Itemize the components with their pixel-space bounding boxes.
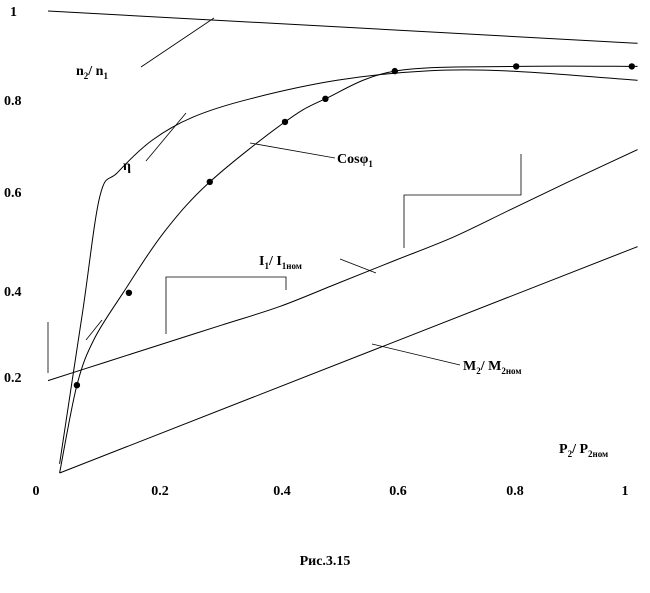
cos-data-point: [513, 63, 520, 70]
curve-torque: [59, 246, 638, 474]
curve-cos-phi: [59, 65, 638, 474]
curve-n-ratio: [47, 10, 638, 44]
label-current: I1/ I1ном: [259, 254, 302, 271]
x-tick-label: 0.2: [151, 484, 169, 499]
y-tick-label: 0.8: [4, 94, 22, 109]
cos-data-point: [281, 118, 289, 126]
label-torque: M2/ M2ном: [463, 359, 521, 376]
label-n-ratio: n2/ n1: [76, 64, 108, 81]
leader-line-torque: [371, 343, 461, 366]
bracket-right: [403, 154, 522, 248]
cos-data-point: [628, 63, 635, 70]
curves: [47, 10, 638, 474]
leader-line-eta: [145, 112, 187, 162]
y-tick-label: 0.6: [4, 186, 22, 201]
y-tick-label: 1: [10, 5, 17, 20]
x-tick-label: 0.6: [389, 484, 407, 499]
cos-data-point: [391, 67, 398, 75]
leader-lines: [85, 17, 461, 366]
figure-caption-block: Рис.3.15: [0, 552, 650, 570]
leader-line-cos: [249, 142, 336, 159]
leader-line-current: [339, 258, 377, 274]
y-tick-label: 0.2: [4, 371, 22, 386]
cos-data-point: [322, 95, 329, 103]
markers: [73, 63, 635, 389]
bracket-marks: [47, 154, 522, 373]
x-tick-label: 1: [622, 484, 629, 499]
x-tick-label: 0.8: [506, 484, 524, 499]
leader-line-small: [85, 319, 103, 341]
leader-line-n-ratio: [140, 17, 215, 68]
x-tick-label: 0.4: [273, 484, 291, 499]
label-eta: η: [123, 159, 131, 174]
curve-eta: [59, 69, 638, 464]
x-tick-label: 0: [33, 484, 40, 499]
cos-data-point: [206, 178, 213, 186]
curve-current: [47, 149, 638, 382]
x-axis-label: P2/ P2ном: [559, 442, 608, 459]
cos-data-point: [73, 382, 81, 389]
bracket-mid: [165, 276, 287, 334]
tick-labels: 0 0.2 0.4 0.6 0.8 1 0.2 0.4 0.6 0.8 1: [4, 5, 629, 499]
figure-caption: Рис.3.15: [299, 554, 351, 569]
cos-data-point: [125, 289, 133, 296]
y-tick-label: 0.4: [4, 285, 22, 300]
label-cos: Cosφ1: [337, 152, 373, 169]
